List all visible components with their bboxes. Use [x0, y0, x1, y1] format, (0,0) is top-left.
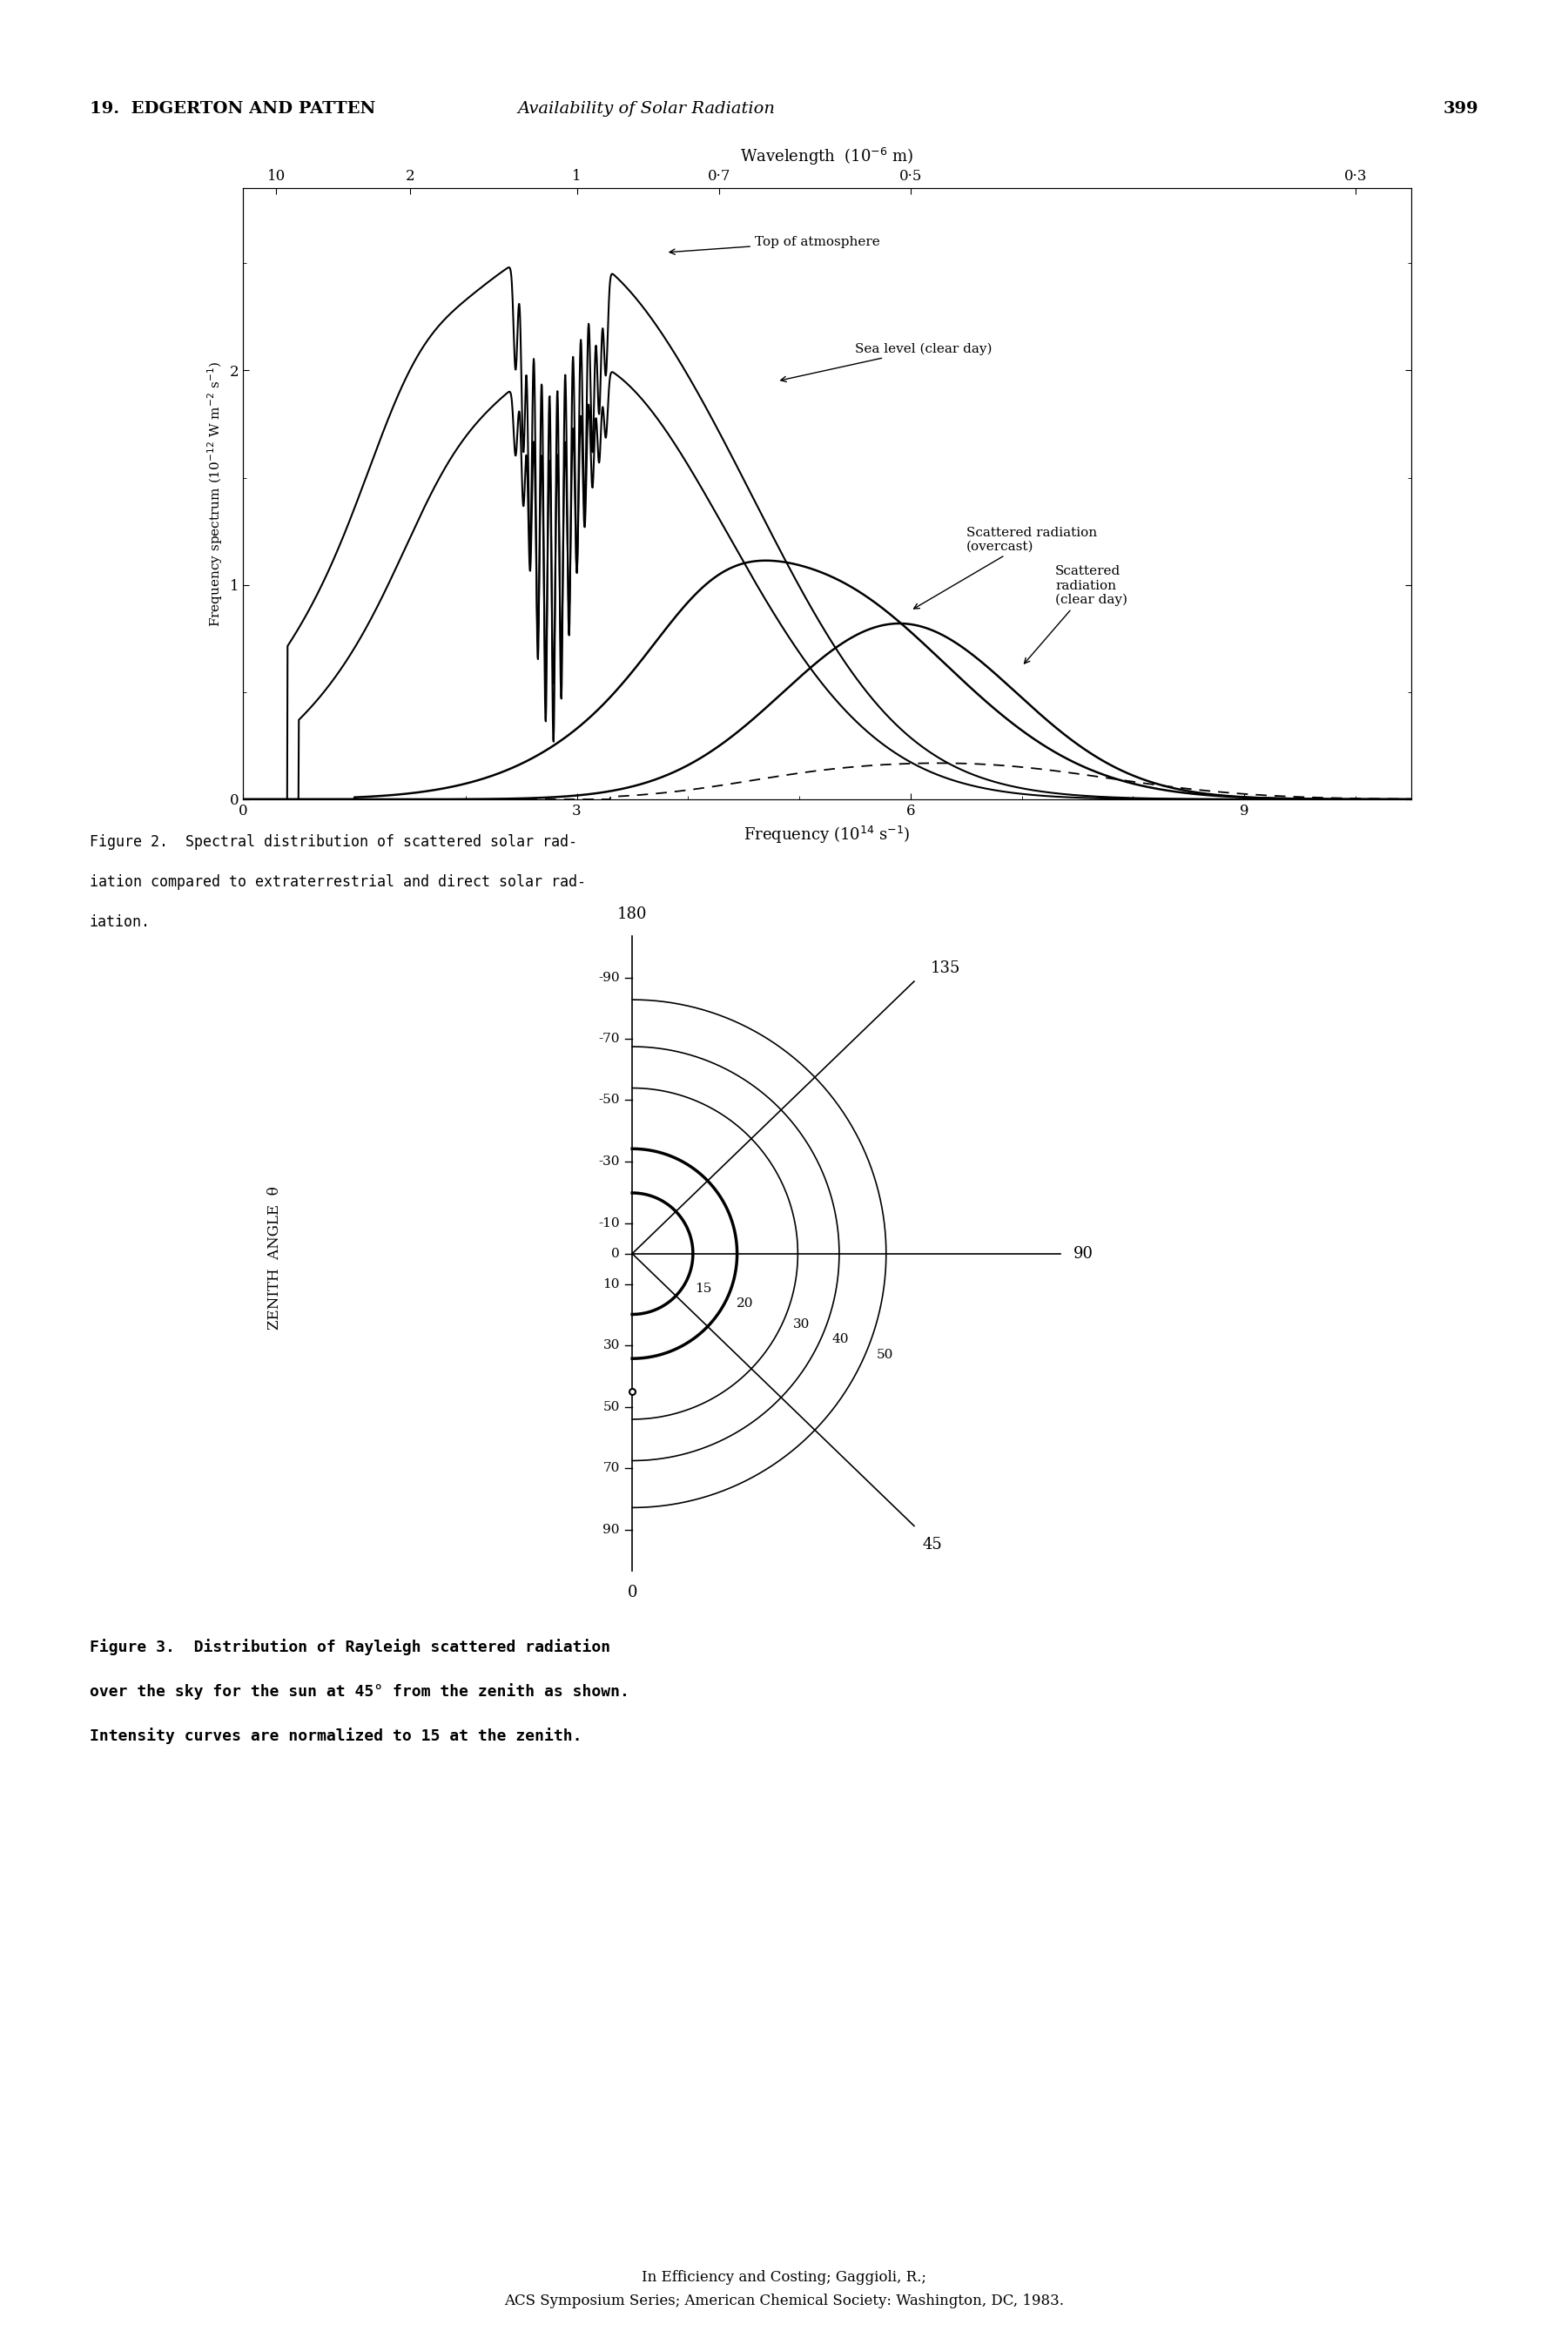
Text: Figure 3.  Distribution of Rayleigh scattered radiation: Figure 3. Distribution of Rayleigh scatt…: [89, 1639, 610, 1655]
Text: 10: 10: [602, 1279, 619, 1291]
Text: -10: -10: [599, 1218, 619, 1230]
Text: iation compared to extraterrestrial and direct solar rad-: iation compared to extraterrestrial and …: [89, 875, 585, 891]
X-axis label: Wavelength  (10$^{-6}$ m): Wavelength (10$^{-6}$ m): [740, 146, 914, 167]
Text: 50: 50: [877, 1349, 894, 1361]
Text: 45: 45: [922, 1538, 942, 1552]
Text: 0: 0: [612, 1248, 619, 1260]
Text: ACS Symposium Series; American Chemical Society: Washington, DC, 1983.: ACS Symposium Series; American Chemical …: [503, 2295, 1065, 2309]
Text: Scattered radiation
(overcast): Scattered radiation (overcast): [914, 527, 1098, 609]
Text: 70: 70: [604, 1462, 619, 1474]
X-axis label: Frequency (10$^{14}$ s$^{-1}$): Frequency (10$^{14}$ s$^{-1}$): [743, 825, 911, 846]
Text: -70: -70: [599, 1032, 619, 1044]
Text: In Efficiency and Costing; Gaggioli, R.;: In Efficiency and Costing; Gaggioli, R.;: [641, 2271, 927, 2285]
Text: 180: 180: [618, 907, 648, 922]
Text: 399: 399: [1443, 101, 1479, 118]
Text: -90: -90: [599, 971, 619, 983]
Text: 0: 0: [627, 1585, 637, 1601]
Text: -30: -30: [599, 1157, 619, 1168]
Text: 135: 135: [931, 959, 961, 976]
Text: Top of atmosphere: Top of atmosphere: [670, 235, 880, 254]
Text: 90: 90: [602, 1523, 619, 1535]
Text: -50: -50: [599, 1093, 619, 1107]
Text: 30: 30: [604, 1340, 619, 1352]
Text: Scattered
radiation
(clear day): Scattered radiation (clear day): [1024, 567, 1127, 663]
Text: Availability of Solar Radiation: Availability of Solar Radiation: [517, 101, 775, 118]
Text: Sea level (clear day): Sea level (clear day): [781, 343, 993, 381]
Text: over the sky for the sun at 45° from the zenith as shown.: over the sky for the sun at 45° from the…: [89, 1683, 629, 1700]
Text: 19.  EDGERTON AND PATTEN: 19. EDGERTON AND PATTEN: [89, 101, 375, 118]
Text: Figure 2.  Spectral distribution of scattered solar rad-: Figure 2. Spectral distribution of scatt…: [89, 835, 577, 851]
Text: 20: 20: [737, 1298, 753, 1310]
Text: 90: 90: [1074, 1246, 1094, 1262]
Text: 15: 15: [695, 1284, 712, 1295]
Text: 40: 40: [833, 1333, 850, 1345]
Text: ZENITH  ANGLE  θ: ZENITH ANGLE θ: [267, 1185, 282, 1331]
Text: iation.: iation.: [89, 915, 151, 931]
Text: Intensity curves are normalized to 15 at the zenith.: Intensity curves are normalized to 15 at…: [89, 1728, 582, 1744]
Text: 30: 30: [793, 1319, 811, 1331]
Y-axis label: Frequency spectrum (10$^{-12}$ W m$^{-2}$ s$^{-1}$): Frequency spectrum (10$^{-12}$ W m$^{-2}…: [205, 360, 224, 628]
Text: 50: 50: [604, 1401, 619, 1413]
